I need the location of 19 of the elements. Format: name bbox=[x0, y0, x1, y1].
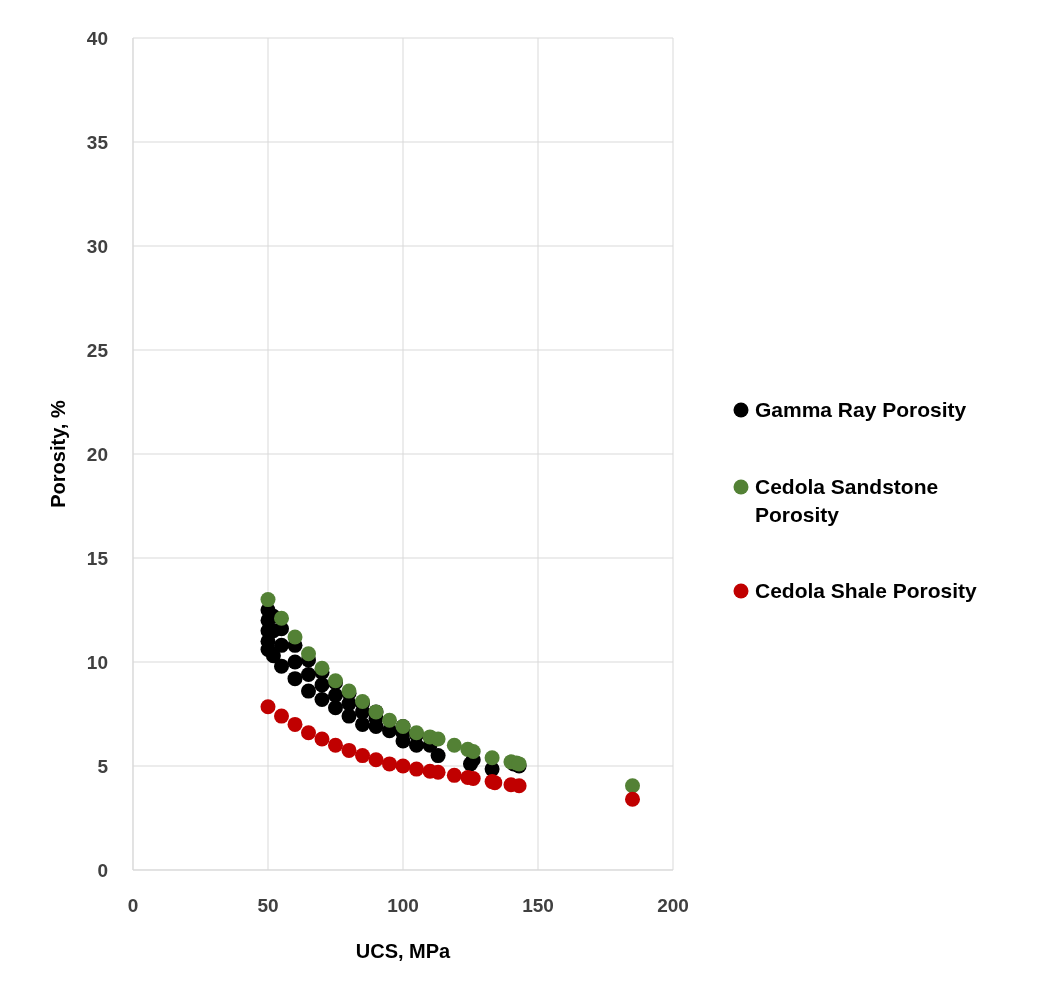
y-tick-label: 10 bbox=[86, 652, 108, 673]
x-tick-label: 0 bbox=[127, 895, 139, 916]
y-tick-label: 0 bbox=[97, 860, 108, 881]
x-tick-label: 100 bbox=[387, 895, 419, 916]
y-tick-label: 35 bbox=[86, 132, 109, 153]
x-tick-label: 50 bbox=[257, 895, 279, 916]
legend-label: Gamma Ray Porosity bbox=[755, 398, 967, 421]
x-tick-label: 150 bbox=[522, 895, 554, 916]
y-tick-label: 25 bbox=[86, 340, 109, 361]
legend-label: Cedola Sandstone Porosity bbox=[755, 475, 939, 526]
y-tick-label: 5 bbox=[97, 756, 109, 777]
y-tick-label: 40 bbox=[86, 28, 108, 49]
y-axis-title: Porosity, % bbox=[47, 400, 69, 508]
legend-label: Cedola Shale Porosity bbox=[755, 579, 978, 602]
x-tick-label: 200 bbox=[657, 895, 689, 916]
y-tick-label: 15 bbox=[86, 548, 109, 569]
y-tick-label: 30 bbox=[86, 236, 108, 257]
x-axis-title: UCS, MPa bbox=[355, 940, 452, 962]
y-tick-label: 20 bbox=[86, 444, 108, 465]
